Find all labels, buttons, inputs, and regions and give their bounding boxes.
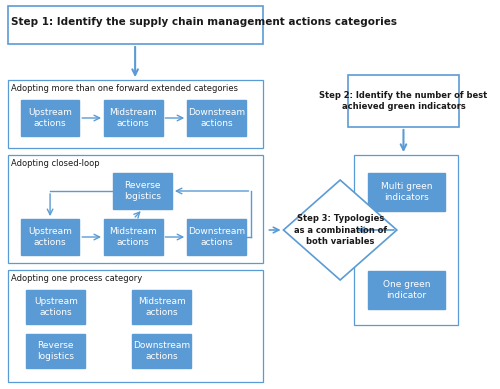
Text: Midstream
actions: Midstream actions <box>110 108 157 128</box>
FancyBboxPatch shape <box>132 290 191 324</box>
Text: Step 2: Identify the number of best
achieved green indicators: Step 2: Identify the number of best achi… <box>320 91 488 111</box>
Text: Step 1: Identify the supply chain management actions categories: Step 1: Identify the supply chain manage… <box>12 17 398 27</box>
Text: Downstream
actions: Downstream actions <box>188 108 245 128</box>
Text: Reverse
logistics: Reverse logistics <box>124 181 161 201</box>
Text: Adopting one process category: Adopting one process category <box>12 274 142 283</box>
FancyBboxPatch shape <box>368 173 445 211</box>
Text: Adopting closed-loop: Adopting closed-loop <box>12 159 100 168</box>
FancyBboxPatch shape <box>368 271 445 309</box>
Text: Upstream
actions: Upstream actions <box>28 227 72 247</box>
FancyBboxPatch shape <box>348 75 459 127</box>
FancyBboxPatch shape <box>187 100 246 136</box>
FancyBboxPatch shape <box>104 100 162 136</box>
FancyBboxPatch shape <box>132 334 191 368</box>
Text: Midstream
actions: Midstream actions <box>110 227 157 247</box>
Polygon shape <box>284 180 397 280</box>
Text: Reverse
logistics: Reverse logistics <box>37 341 74 361</box>
FancyBboxPatch shape <box>26 290 85 324</box>
Text: Upstream
actions: Upstream actions <box>28 108 72 128</box>
FancyBboxPatch shape <box>187 219 246 255</box>
FancyBboxPatch shape <box>8 80 262 148</box>
FancyBboxPatch shape <box>114 173 172 209</box>
FancyBboxPatch shape <box>26 334 85 368</box>
FancyBboxPatch shape <box>354 155 459 325</box>
FancyBboxPatch shape <box>104 219 162 255</box>
Text: Downstream
actions: Downstream actions <box>188 227 245 247</box>
Text: Downstream
actions: Downstream actions <box>133 341 190 361</box>
FancyBboxPatch shape <box>8 270 262 382</box>
Text: Multi green
indicators: Multi green indicators <box>380 182 432 202</box>
Text: Step 3: Typologies
as a combination of
both variables: Step 3: Typologies as a combination of b… <box>294 214 386 245</box>
Text: One green
indicator: One green indicator <box>382 280 430 300</box>
FancyBboxPatch shape <box>8 155 262 263</box>
FancyBboxPatch shape <box>21 100 80 136</box>
Text: Upstream
actions: Upstream actions <box>34 297 78 317</box>
FancyBboxPatch shape <box>8 6 262 44</box>
FancyBboxPatch shape <box>21 219 80 255</box>
Text: Midstream
actions: Midstream actions <box>138 297 186 317</box>
Text: Adopting more than one forward extended categories: Adopting more than one forward extended … <box>12 84 238 93</box>
